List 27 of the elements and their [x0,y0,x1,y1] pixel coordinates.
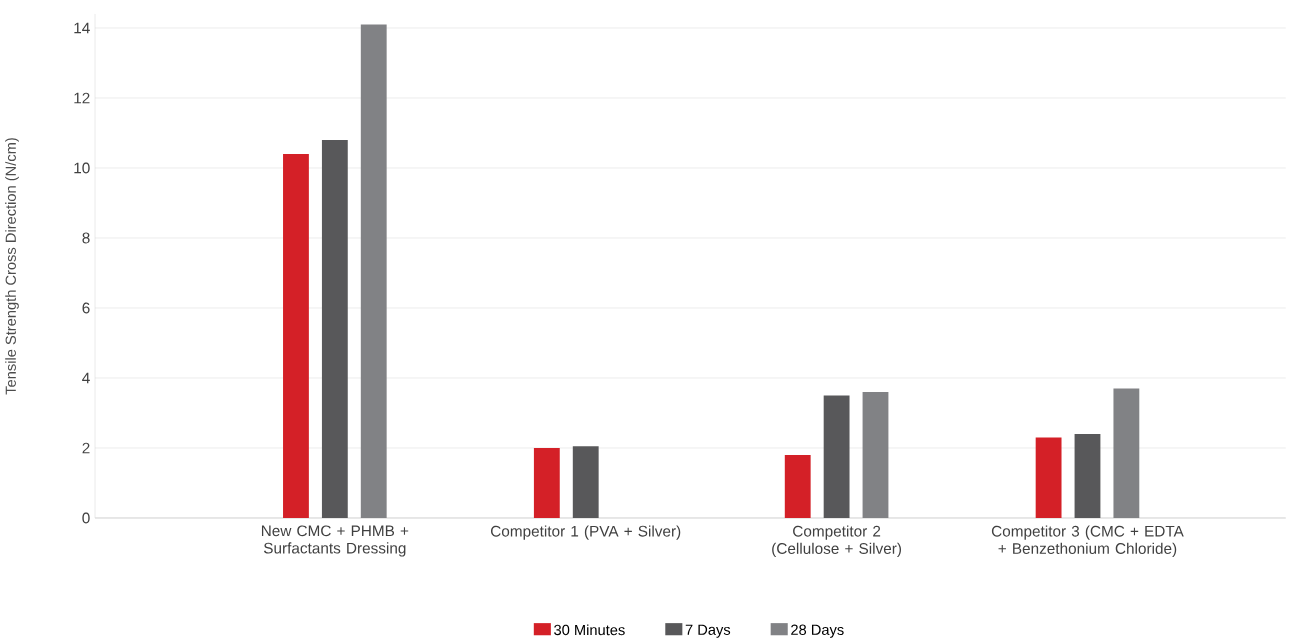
legend-label: 30 Minutes [554,624,625,636]
bar [1113,388,1140,518]
y-tick-label: 4 [82,372,90,384]
x-tick-label: Competitor 2 (Cellulose + Silver) [772,525,902,557]
y-axis-title: Tensile Strength Cross Direction (N/cm) [5,138,19,395]
bar [862,392,889,518]
y-tick-label: 12 [74,92,90,104]
bar [823,395,850,518]
bar [283,153,309,518]
bar [321,139,348,518]
bar [360,24,387,518]
y-tick-label: 10 [74,162,90,174]
bar [533,448,560,518]
legend-label: 28 Days [791,624,844,638]
x-tick-label: New CMC + PHMB + Surfactants Dressing [261,525,409,557]
x-tick-label: Competitor 3 (CMC + EDTA + Benzethonium Chloride) [991,525,1184,557]
x-tick-label: Competitor 1 (PVA + Silver) [490,525,681,540]
y-tick-label: 14 [74,22,90,34]
y-tick-label: 0 [82,512,90,524]
y-tick-label: 2 [82,442,90,454]
bar [1035,437,1062,518]
legend-label: 7 Days [685,624,731,638]
bar [572,446,599,518]
bar [784,455,811,518]
y-tick-label: 8 [82,232,90,244]
y-tick-label: 6 [82,302,90,314]
bar [1074,434,1101,518]
